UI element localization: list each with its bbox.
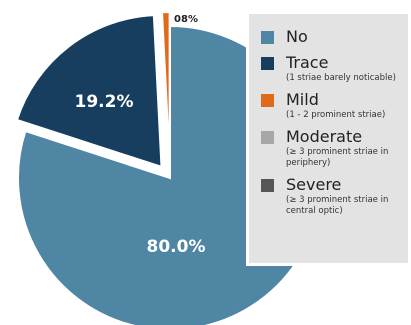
- legend-swatch-severe: [261, 179, 274, 192]
- legend-swatch-moderate: [261, 131, 274, 144]
- slice-label-mild: 08%: [174, 14, 198, 25]
- legend-item-severe: Severe (≥ 3 prominent striae in central …: [261, 174, 402, 217]
- legend-label: No: [286, 27, 308, 46]
- legend-note: (≥ 3 prominent striae in central optic): [286, 195, 389, 216]
- legend-note: (1 striae barely noticable): [286, 73, 396, 83]
- legend-item-moderate: Moderate (≥ 3 prominent striae in periph…: [261, 126, 402, 169]
- legend-label: Severe: [286, 175, 342, 194]
- legend-swatch-mild: [261, 94, 274, 107]
- legend-swatch-no: [261, 31, 274, 44]
- legend-swatch-trace: [261, 57, 274, 70]
- pie-slice-trace: [15, 14, 163, 169]
- slice-label-no: 80.0%: [147, 237, 206, 257]
- legend-item-no: No: [261, 26, 402, 47]
- legend-note: (≥ 3 prominent striae in periphery): [286, 147, 389, 168]
- pie-slice-mild: [160, 11, 171, 165]
- legend-item-mild: Mild (1 - 2 prominent striae): [261, 89, 402, 121]
- legend-label: Trace: [286, 53, 329, 72]
- legend-label: Moderate: [286, 127, 363, 146]
- legend-item-trace: Trace (1 striae barely noticable): [261, 52, 402, 84]
- legend-label: Mild: [286, 90, 319, 109]
- legend: No Trace (1 striae barely noticable) Mil…: [246, 14, 408, 266]
- legend-note: (1 - 2 prominent striae): [286, 110, 386, 120]
- slice-label-trace: 19.2%: [75, 92, 134, 112]
